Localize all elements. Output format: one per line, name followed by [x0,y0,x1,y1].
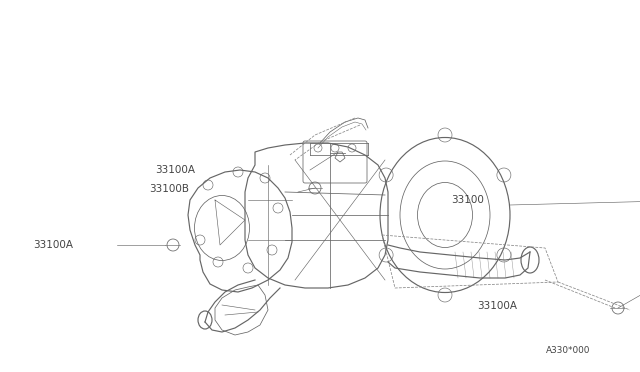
Text: 33100B: 33100B [149,184,189,194]
Text: A330*000: A330*000 [546,346,590,355]
Text: 33100: 33100 [451,195,484,205]
Text: 33100A: 33100A [155,166,195,175]
Text: 33100A: 33100A [34,240,74,250]
Text: 33100A: 33100A [477,301,517,311]
